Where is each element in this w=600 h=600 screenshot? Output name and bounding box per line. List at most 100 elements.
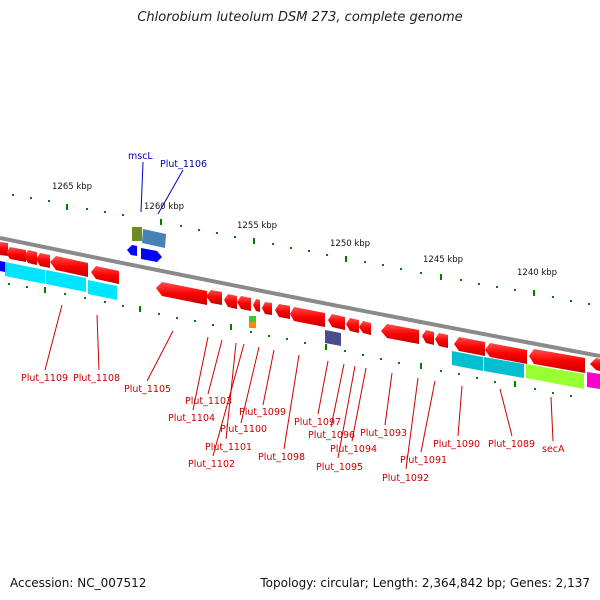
gene-arrow[interactable] bbox=[328, 314, 345, 330]
gene-arrow[interactable] bbox=[529, 349, 585, 373]
gene-arrow[interactable] bbox=[50, 256, 88, 277]
gene-label-mscl[interactable]: mscL bbox=[128, 151, 153, 162]
scale-tick bbox=[139, 306, 141, 312]
gene-arrow[interactable] bbox=[91, 266, 119, 284]
cog-ring bbox=[5, 262, 600, 389]
gene-arrow[interactable] bbox=[485, 343, 527, 364]
gene-arrow[interactable] bbox=[36, 253, 50, 268]
inner-tick-row bbox=[8, 283, 572, 397]
tick-dot bbox=[326, 254, 328, 256]
gene-plut-1106[interactable] bbox=[142, 229, 166, 248]
gene-arrow[interactable] bbox=[346, 318, 359, 333]
tick-dot bbox=[30, 197, 32, 199]
gene-arrow[interactable] bbox=[290, 307, 325, 327]
minor-tick-dots bbox=[12, 194, 590, 305]
gene-arrow[interactable] bbox=[24, 250, 37, 265]
leader-line bbox=[240, 346, 260, 424]
gene-arrow[interactable] bbox=[381, 324, 419, 344]
tick-dot bbox=[84, 297, 86, 299]
gene-arrow[interactable] bbox=[422, 330, 434, 345]
tick-dot bbox=[496, 286, 498, 288]
scale-tick bbox=[160, 219, 162, 225]
gene-label[interactable]: Plut_1097 bbox=[294, 417, 341, 428]
tick-dot bbox=[286, 338, 288, 340]
gene-label[interactable]: Plut_1104 bbox=[168, 413, 215, 424]
gene-label[interactable]: Plut_1089 bbox=[488, 439, 535, 450]
tick-dot bbox=[440, 370, 442, 372]
leader-line bbox=[262, 349, 275, 406]
tick-dot bbox=[380, 358, 382, 360]
bottom-gene-labels: Plut_1109 Plut_1108 Plut_1105 Plut_1103 … bbox=[21, 373, 565, 484]
gene-label[interactable]: Plut_1098 bbox=[258, 452, 305, 463]
tick-dot bbox=[552, 392, 554, 394]
gene-arrow-blue[interactable] bbox=[0, 261, 5, 272]
gene-label[interactable]: Plut_1108 bbox=[73, 373, 120, 384]
gene-label[interactable]: Plut_1090 bbox=[433, 439, 480, 450]
gene-arrow-blue[interactable] bbox=[127, 245, 137, 256]
gene-arrow[interactable] bbox=[224, 294, 237, 309]
gene-label[interactable]: Plut_1091 bbox=[400, 455, 447, 466]
gene-arrow[interactable] bbox=[237, 296, 251, 311]
gene-label[interactable]: Plut_1095 bbox=[316, 462, 363, 473]
tick-dot bbox=[420, 272, 422, 274]
scale-tick bbox=[325, 344, 327, 350]
leader-line bbox=[192, 336, 209, 411]
leader-line bbox=[405, 377, 419, 470]
leader-line bbox=[140, 161, 144, 213]
tick-dot bbox=[122, 214, 124, 216]
cog-segment bbox=[587, 372, 600, 389]
gene-label[interactable]: Plut_1093 bbox=[360, 428, 407, 439]
scale-tick bbox=[440, 274, 442, 280]
gene-label[interactable]: Plut_1092 bbox=[382, 473, 429, 484]
top-leader-lines bbox=[140, 161, 184, 215]
gene-arrow[interactable] bbox=[156, 282, 207, 305]
gene-label[interactable]: Plut_1109 bbox=[21, 373, 68, 384]
gene-arrow[interactable] bbox=[0, 242, 8, 256]
gene-label[interactable]: Plut_1101 bbox=[205, 442, 252, 453]
tick-dot bbox=[552, 296, 554, 298]
cog-segment bbox=[526, 364, 584, 389]
gene-label[interactable]: Plut_1099 bbox=[239, 407, 286, 418]
scale-label: 1240 kbp bbox=[517, 268, 557, 278]
tick-dot bbox=[216, 232, 218, 234]
gene-label[interactable]: Plut_1105 bbox=[124, 384, 171, 395]
tick-dot bbox=[494, 381, 496, 383]
scale-tick bbox=[420, 363, 422, 369]
genome-backbone bbox=[0, 236, 600, 358]
tick-dot bbox=[48, 200, 50, 202]
tick-dot bbox=[158, 313, 160, 315]
gene-arrow[interactable] bbox=[454, 337, 485, 356]
tick-dot bbox=[570, 300, 572, 302]
leader-line bbox=[457, 385, 463, 437]
leader-line bbox=[550, 396, 554, 442]
gene-label-plut-1106[interactable]: Plut_1106 bbox=[160, 159, 207, 170]
gene-label[interactable]: secA bbox=[542, 444, 565, 455]
leader-line bbox=[330, 363, 345, 428]
scale-label: 1245 kbp bbox=[423, 255, 463, 265]
leader-line bbox=[157, 169, 184, 215]
tick-dot bbox=[478, 283, 480, 285]
gene-label[interactable]: Plut_1102 bbox=[188, 459, 235, 470]
gene-arrow[interactable] bbox=[6, 247, 26, 262]
scale-tick bbox=[514, 381, 516, 387]
gene-arrow[interactable] bbox=[590, 358, 600, 371]
gene-arrow[interactable] bbox=[435, 333, 448, 348]
tick-dot bbox=[194, 320, 196, 322]
gene-arrow-blue[interactable] bbox=[141, 248, 162, 262]
gene-mscL[interactable] bbox=[132, 227, 142, 241]
gene-label[interactable]: Plut_1103 bbox=[185, 396, 232, 407]
tick-dot bbox=[382, 264, 384, 266]
gene-arrow[interactable] bbox=[359, 321, 371, 335]
gene-label[interactable]: Plut_1094 bbox=[330, 444, 377, 455]
gene-label[interactable]: Plut_1100 bbox=[220, 424, 267, 435]
tick-dot bbox=[8, 283, 10, 285]
tick-dot bbox=[12, 194, 14, 196]
gene-arrow[interactable] bbox=[275, 304, 290, 319]
gene-label[interactable]: Plut_1096 bbox=[308, 430, 355, 441]
gene-arrow[interactable] bbox=[262, 302, 272, 315]
gene-arrow[interactable] bbox=[253, 299, 260, 312]
gene-arrow[interactable] bbox=[206, 290, 222, 305]
scale-label: 1250 kbp bbox=[330, 239, 370, 249]
